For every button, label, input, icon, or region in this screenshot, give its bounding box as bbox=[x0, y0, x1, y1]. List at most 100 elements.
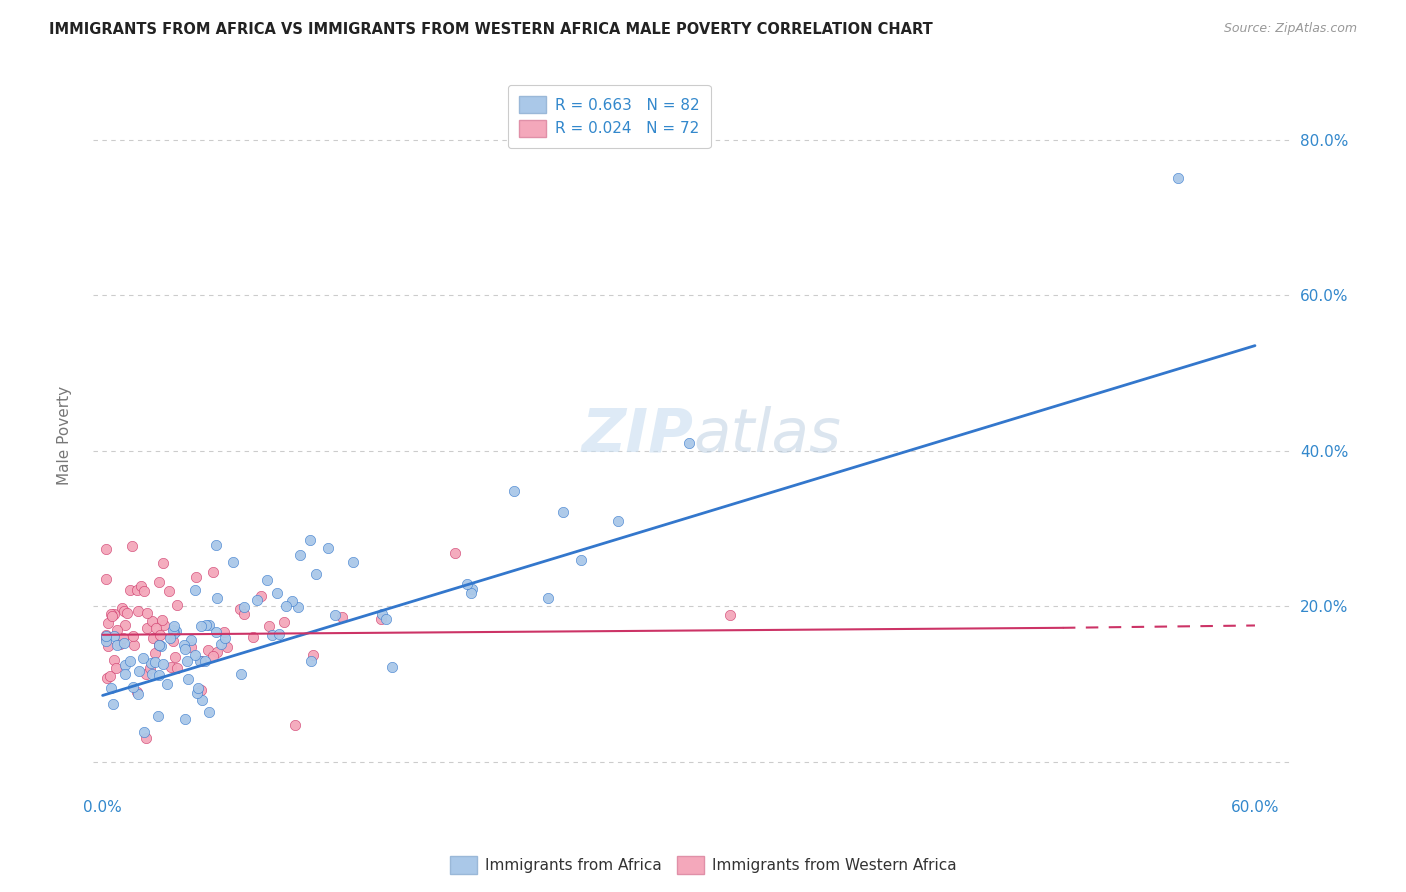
Point bbox=[342, 555, 364, 569]
Point bbox=[229, 667, 252, 681]
Point bbox=[284, 718, 307, 732]
Point bbox=[122, 638, 145, 652]
Point bbox=[269, 627, 291, 641]
Point bbox=[160, 660, 183, 674]
Point bbox=[242, 630, 264, 644]
Point bbox=[149, 628, 172, 642]
Point bbox=[101, 697, 124, 711]
Point bbox=[229, 602, 252, 616]
Point bbox=[134, 583, 156, 598]
Point bbox=[103, 653, 125, 667]
Point bbox=[374, 611, 396, 625]
Point bbox=[114, 666, 136, 681]
Point bbox=[444, 546, 467, 560]
Point bbox=[103, 629, 125, 643]
Text: atlas: atlas bbox=[693, 406, 841, 465]
Point bbox=[198, 705, 221, 719]
Point bbox=[274, 599, 297, 613]
Point bbox=[273, 615, 295, 630]
Point bbox=[112, 636, 135, 650]
Point bbox=[162, 623, 184, 637]
Point bbox=[162, 633, 184, 648]
Point bbox=[246, 592, 269, 607]
Point bbox=[153, 618, 176, 632]
Point bbox=[142, 631, 165, 645]
Point bbox=[553, 505, 575, 519]
Point bbox=[103, 607, 125, 621]
Point bbox=[163, 626, 186, 640]
Point bbox=[202, 566, 225, 580]
Point bbox=[152, 557, 174, 571]
Point bbox=[262, 628, 284, 642]
Point bbox=[135, 666, 157, 681]
Point bbox=[202, 648, 225, 663]
Point bbox=[233, 607, 256, 621]
Legend: Immigrants from Africa, Immigrants from Western Africa: Immigrants from Africa, Immigrants from … bbox=[443, 850, 963, 880]
Text: ZIP: ZIP bbox=[581, 406, 693, 465]
Point bbox=[249, 589, 271, 603]
Point bbox=[330, 610, 353, 624]
Point bbox=[194, 654, 217, 668]
Point bbox=[97, 615, 120, 630]
Point bbox=[120, 654, 142, 668]
Point bbox=[370, 612, 392, 626]
Point bbox=[148, 575, 170, 590]
Point bbox=[460, 586, 482, 600]
Legend: R = 0.663   N = 82, R = 0.024   N = 72: R = 0.663 N = 82, R = 0.024 N = 72 bbox=[508, 85, 710, 148]
Point bbox=[174, 712, 197, 726]
Point bbox=[165, 649, 187, 664]
Point bbox=[1167, 171, 1189, 186]
Point bbox=[122, 680, 145, 694]
Point bbox=[136, 606, 159, 620]
Point bbox=[132, 651, 155, 665]
Point bbox=[259, 618, 281, 632]
Point bbox=[141, 666, 163, 681]
Text: IMMIGRANTS FROM AFRICA VS IMMIGRANTS FROM WESTERN AFRICA MALE POVERTY CORRELATIO: IMMIGRANTS FROM AFRICA VS IMMIGRANTS FRO… bbox=[49, 22, 934, 37]
Point bbox=[108, 637, 131, 651]
Point bbox=[184, 583, 207, 598]
Point bbox=[299, 654, 322, 668]
Point bbox=[190, 683, 212, 698]
Point bbox=[165, 624, 187, 639]
Point bbox=[96, 629, 118, 643]
Point bbox=[186, 569, 208, 583]
Point bbox=[266, 586, 288, 600]
Point bbox=[198, 618, 221, 632]
Point bbox=[205, 645, 228, 659]
Point bbox=[120, 582, 142, 597]
Point bbox=[146, 709, 169, 723]
Point bbox=[100, 669, 122, 683]
Point bbox=[139, 657, 162, 671]
Point bbox=[96, 671, 118, 685]
Point bbox=[101, 609, 124, 624]
Point bbox=[139, 661, 162, 675]
Point bbox=[149, 640, 172, 654]
Point bbox=[256, 573, 278, 587]
Point bbox=[148, 638, 170, 652]
Point bbox=[174, 642, 197, 657]
Point bbox=[100, 607, 122, 621]
Point bbox=[128, 664, 150, 678]
Point bbox=[232, 600, 254, 615]
Point bbox=[110, 600, 132, 615]
Point bbox=[112, 603, 135, 617]
Point bbox=[212, 624, 235, 639]
Point bbox=[112, 631, 135, 645]
Point bbox=[166, 599, 188, 613]
Point bbox=[148, 638, 170, 652]
Point bbox=[190, 654, 212, 668]
Point bbox=[180, 632, 202, 647]
Point bbox=[606, 514, 628, 528]
Point bbox=[186, 686, 208, 700]
Point bbox=[222, 555, 245, 569]
Point bbox=[323, 608, 346, 623]
Point bbox=[127, 604, 149, 618]
Point bbox=[159, 631, 181, 645]
Point bbox=[129, 579, 152, 593]
Point bbox=[205, 624, 228, 639]
Point bbox=[135, 731, 157, 746]
Point bbox=[132, 725, 155, 739]
Point bbox=[305, 566, 328, 581]
Point bbox=[569, 553, 592, 567]
Point bbox=[184, 648, 207, 662]
